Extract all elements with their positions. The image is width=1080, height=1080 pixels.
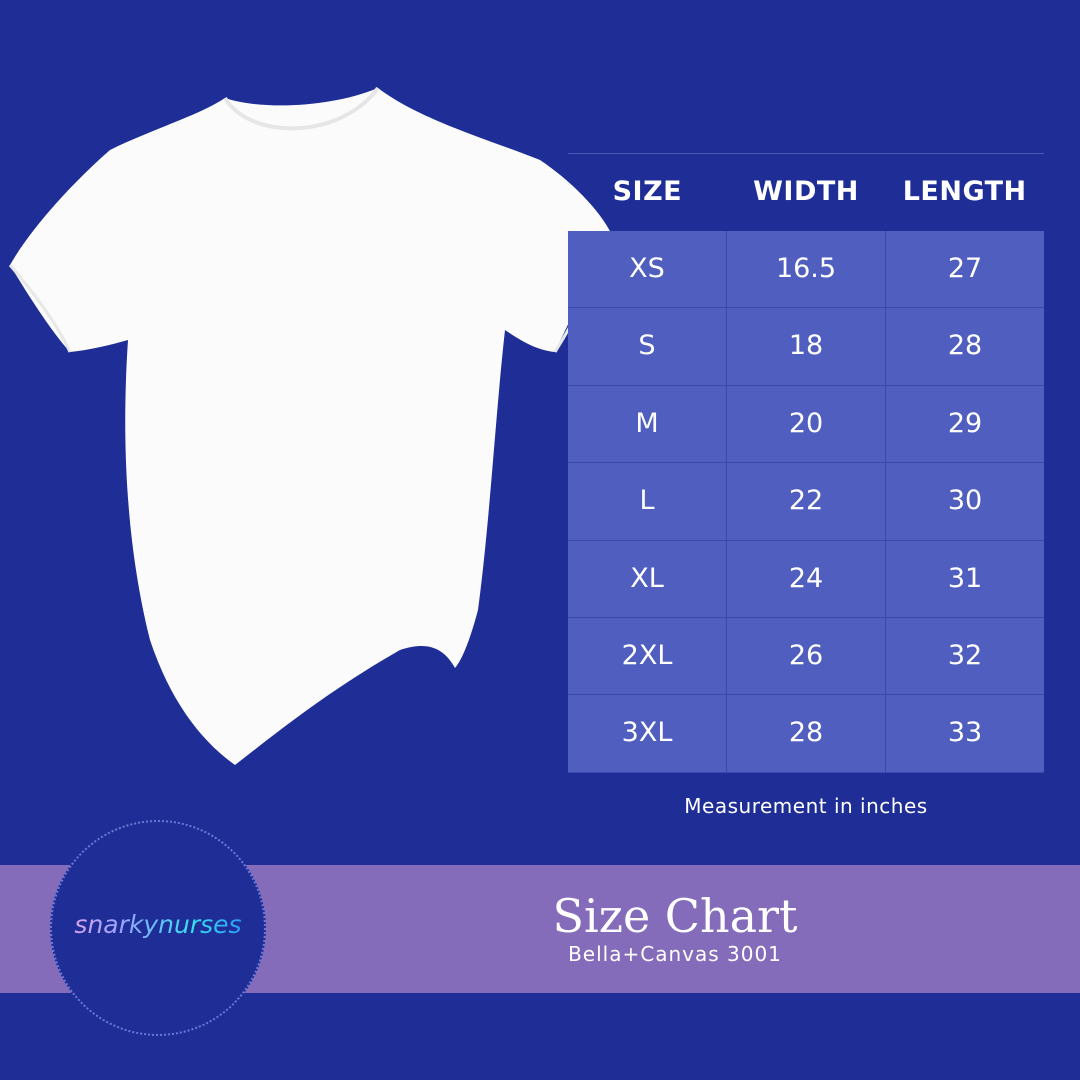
table-cell: 3XL	[568, 695, 727, 773]
table-cell: 29	[886, 385, 1044, 464]
table-cell: S	[568, 308, 727, 386]
table-cell: 27	[886, 231, 1044, 309]
table-cell: XL	[568, 540, 727, 618]
table-cell: 31	[886, 540, 1044, 618]
table-cell: 2XL	[568, 617, 727, 696]
tshirt-image	[8, 86, 614, 765]
table-cell: M	[568, 385, 727, 464]
size-table: XS 16.5 27 S 18 28 M 20 29 L 22 30 XL 24 31 2XL 26 32 3XL 2…	[568, 231, 1044, 773]
table-cell: XS	[568, 231, 727, 309]
table-cell: L	[568, 463, 727, 541]
table-cell: 24	[727, 540, 886, 618]
table-row: M 20 29	[568, 385, 1044, 464]
table-cell: 33	[886, 695, 1044, 773]
page-subtitle: Bella+Canvas 3001	[568, 942, 782, 966]
table-row: S 18 28	[568, 308, 1044, 386]
table-cell: 20	[727, 385, 886, 464]
table-header: SIZE WIDTH LENGTH	[568, 160, 1044, 224]
header-size: SIZE	[612, 176, 683, 207]
table-cell: 28	[727, 695, 886, 773]
table-cell: 30	[886, 463, 1044, 541]
logo-text: snarkynurses	[52, 910, 264, 939]
page-title: Size Chart	[552, 889, 798, 943]
table-row: L 22 30	[568, 463, 1044, 541]
table-cell: 18	[727, 308, 886, 386]
table-row: XL 24 31	[568, 540, 1044, 618]
header-length: LENGTH	[902, 176, 1027, 207]
table-cell: 22	[727, 463, 886, 541]
table-row: 2XL 26 32	[568, 617, 1044, 696]
divider	[568, 153, 1044, 154]
brand-logo: snarkynurses	[50, 820, 266, 1036]
table-row: XS 16.5 27	[568, 231, 1044, 309]
header-width: WIDTH	[753, 176, 859, 207]
measurement-note: Measurement in inches	[684, 794, 928, 818]
table-row: 3XL 28 33	[568, 695, 1044, 773]
table-cell: 28	[886, 308, 1044, 386]
table-cell: 16.5	[727, 231, 886, 309]
table-cell: 26	[727, 617, 886, 696]
table-cell: 32	[886, 617, 1044, 696]
